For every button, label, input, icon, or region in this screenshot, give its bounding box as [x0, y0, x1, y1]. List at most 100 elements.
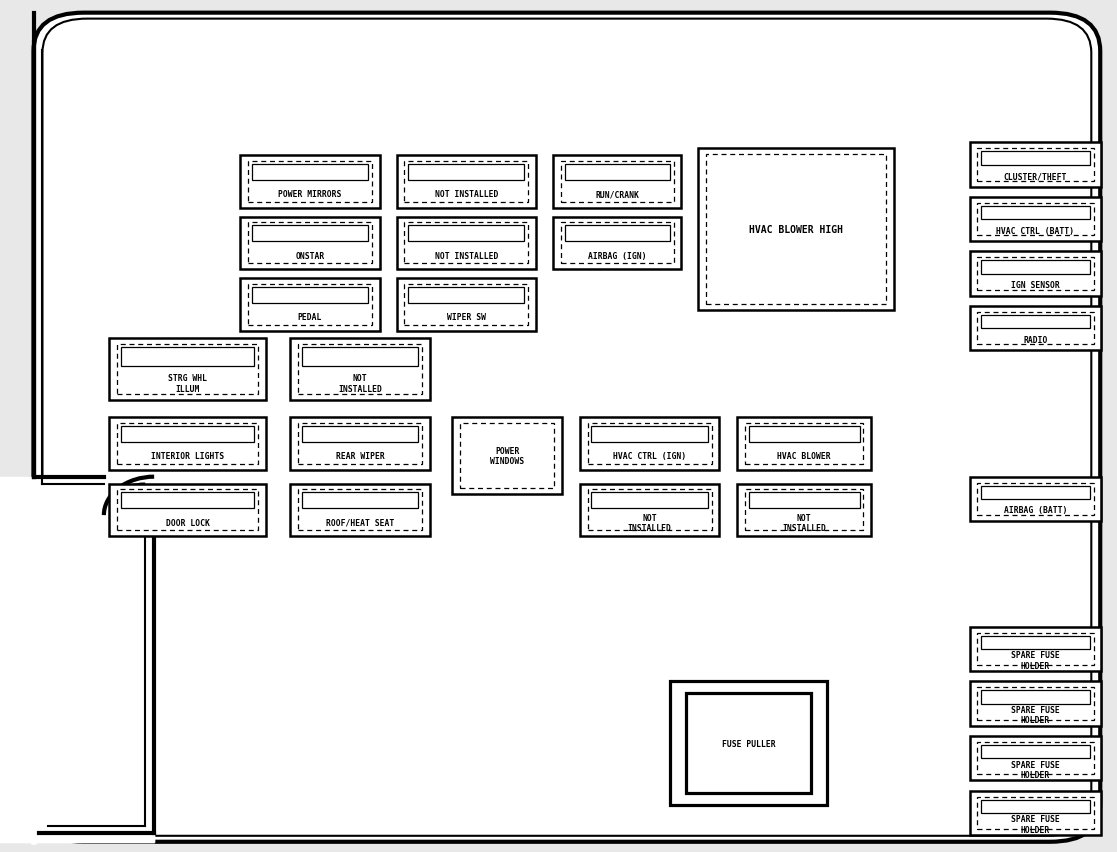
Text: DOOR LOCK: DOOR LOCK	[165, 518, 210, 527]
Bar	[970, 198, 1101, 242]
Polygon shape	[22, 515, 154, 842]
Bar	[121, 427, 255, 442]
Bar	[553, 217, 681, 270]
Bar	[248, 223, 372, 264]
Bar	[252, 226, 369, 242]
Text: NOT
INSTALLED: NOT INSTALLED	[782, 513, 827, 532]
Bar	[748, 427, 860, 442]
Text: SPARE FUSE
HOLDER: SPARE FUSE HOLDER	[1011, 815, 1060, 833]
Text: RADIO: RADIO	[1023, 336, 1048, 344]
Bar	[397, 217, 536, 270]
Polygon shape	[0, 477, 154, 842]
Bar	[252, 288, 369, 303]
Bar	[977, 742, 1094, 774]
Bar	[298, 490, 422, 531]
Bar	[290, 417, 430, 470]
Bar	[302, 427, 418, 442]
Bar	[109, 417, 266, 470]
Bar	[452, 417, 562, 494]
Bar	[981, 486, 1089, 499]
Bar	[970, 736, 1101, 780]
Bar	[404, 162, 528, 203]
Bar	[248, 162, 372, 203]
Bar	[252, 165, 369, 181]
Bar	[561, 162, 674, 203]
Text: NOT
INSTALLED: NOT INSTALLED	[338, 374, 382, 393]
Bar	[970, 252, 1101, 296]
Bar	[981, 261, 1089, 274]
Bar	[109, 339, 266, 400]
Text: NOT INSTALLED: NOT INSTALLED	[435, 190, 498, 199]
Text: HVAC BLOWER HIGH: HVAC BLOWER HIGH	[748, 225, 843, 235]
Bar	[981, 152, 1089, 165]
Text: POWER MIRRORS: POWER MIRRORS	[278, 190, 342, 199]
Text: CLUSTER/THEFT: CLUSTER/THEFT	[1004, 172, 1067, 181]
Bar	[298, 345, 422, 394]
Bar	[553, 156, 681, 209]
Text: ONSTAR: ONSTAR	[295, 251, 325, 261]
Text: PEDAL: PEDAL	[298, 313, 322, 322]
Bar	[588, 490, 712, 531]
Bar	[981, 799, 1089, 813]
Bar	[977, 483, 1094, 515]
Bar	[298, 423, 422, 464]
Text: SPARE FUSE
HOLDER: SPARE FUSE HOLDER	[1011, 705, 1060, 724]
Bar	[240, 156, 380, 209]
Bar	[109, 484, 266, 537]
Bar	[580, 417, 719, 470]
Text: STRG WHL
ILLUM: STRG WHL ILLUM	[169, 374, 207, 393]
Text: INTERIOR LIGHTS: INTERIOR LIGHTS	[151, 452, 225, 461]
Text: NOT INSTALLED: NOT INSTALLED	[435, 251, 498, 261]
Text: REAR WIPER: REAR WIPER	[336, 452, 384, 461]
Bar	[981, 745, 1089, 758]
Text: HVAC CTRL (BATT): HVAC CTRL (BATT)	[996, 227, 1075, 235]
Bar	[404, 223, 528, 264]
Bar	[397, 279, 536, 331]
Bar	[121, 348, 255, 366]
Bar	[409, 288, 524, 303]
Text: IGN SENSOR: IGN SENSOR	[1011, 281, 1060, 290]
Text: RUN/CRANK: RUN/CRANK	[595, 190, 639, 199]
Bar	[737, 484, 871, 537]
Bar	[977, 797, 1094, 829]
Bar	[240, 279, 380, 331]
Bar	[745, 423, 863, 464]
Bar	[117, 345, 258, 394]
Text: SPARE FUSE
HOLDER: SPARE FUSE HOLDER	[1011, 760, 1060, 779]
Bar	[248, 285, 372, 325]
Bar	[290, 484, 430, 537]
Bar	[302, 348, 418, 366]
Bar	[670, 682, 827, 805]
Bar	[121, 492, 255, 509]
Bar	[706, 155, 886, 305]
Bar	[981, 315, 1089, 329]
Bar	[745, 490, 863, 531]
Bar	[970, 791, 1101, 835]
Bar	[404, 285, 528, 325]
Text: FUSE PULLER: FUSE PULLER	[722, 739, 775, 748]
Bar	[409, 226, 524, 242]
Bar	[981, 636, 1089, 649]
Text: ROOF/HEAT SEAT: ROOF/HEAT SEAT	[326, 518, 394, 527]
Bar	[977, 633, 1094, 665]
Bar	[977, 313, 1094, 345]
Text: POWER
WINDOWS: POWER WINDOWS	[490, 446, 524, 465]
Bar	[977, 258, 1094, 291]
Text: HVAC BLOWER: HVAC BLOWER	[777, 452, 831, 461]
Bar	[977, 149, 1094, 181]
Bar	[748, 492, 860, 509]
Bar	[564, 165, 669, 181]
Bar	[117, 490, 258, 531]
Text: AIRBAG (BATT): AIRBAG (BATT)	[1004, 506, 1067, 515]
Text: HVAC CTRL (IGN): HVAC CTRL (IGN)	[613, 452, 686, 461]
Bar	[981, 207, 1089, 220]
Bar	[564, 226, 669, 242]
Bar	[981, 690, 1089, 704]
Bar	[561, 223, 674, 264]
Bar	[970, 477, 1101, 521]
FancyBboxPatch shape	[34, 14, 1100, 842]
Bar	[290, 339, 430, 400]
Text: AIRBAG (IGN): AIRBAG (IGN)	[588, 251, 647, 261]
Text: NOT
INSTALLED: NOT INSTALLED	[628, 513, 671, 532]
Bar	[302, 492, 418, 509]
